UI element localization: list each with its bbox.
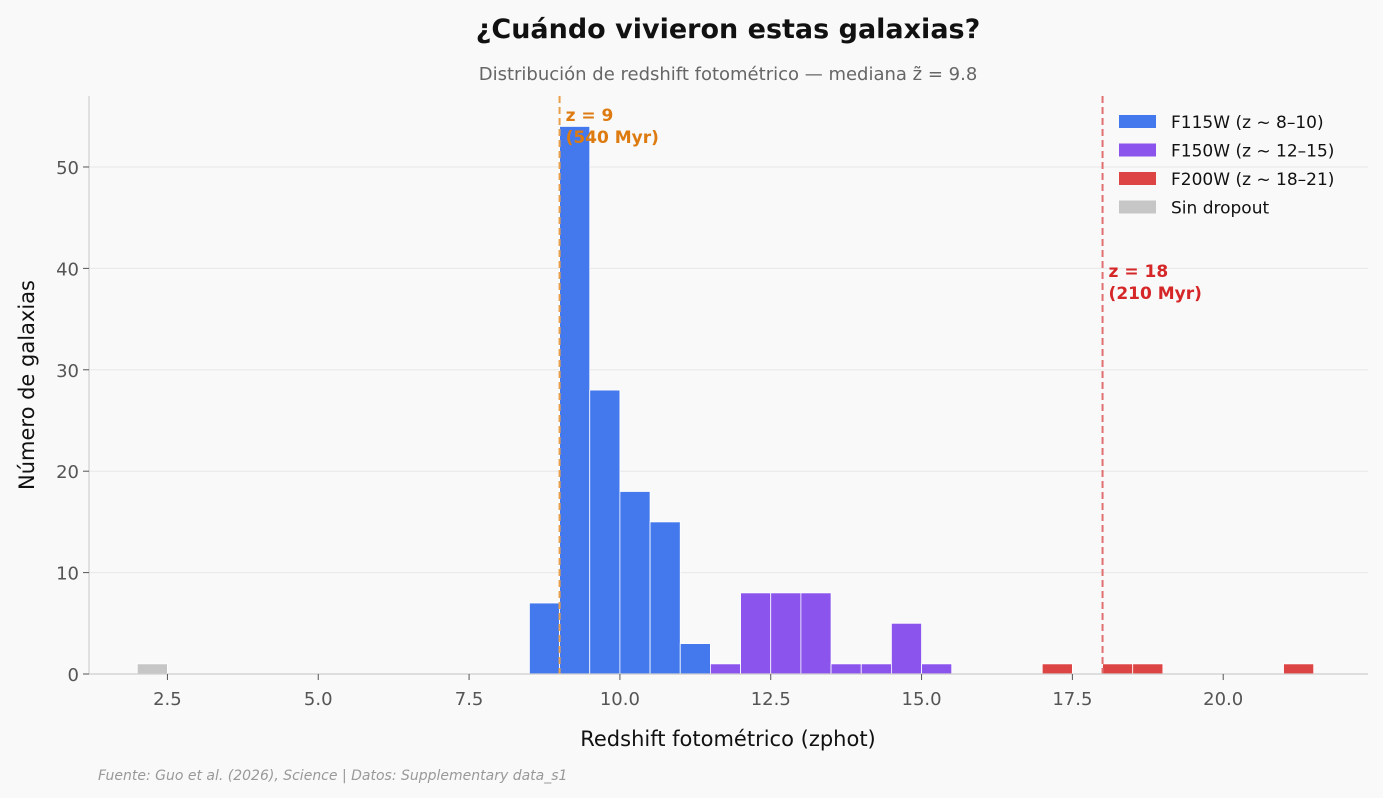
histogram-bar xyxy=(890,622,922,675)
reference-line-label: z = 18 xyxy=(1109,262,1169,282)
histogram-bar xyxy=(1102,663,1134,675)
reference-line-label: z = 9 xyxy=(566,106,614,126)
y-tick-label: 30 xyxy=(56,361,79,382)
histogram-bar xyxy=(770,592,802,675)
histogram-bar xyxy=(529,602,560,675)
grid-lines xyxy=(89,166,1368,574)
legend-label: F150W (z ~ 12–15) xyxy=(1171,142,1334,162)
histogram-bar xyxy=(800,592,832,675)
reference-line-sublabel: (210 Myr) xyxy=(1109,284,1202,304)
histogram-bar xyxy=(589,389,621,675)
histogram-bar xyxy=(649,521,681,675)
histogram-bar xyxy=(619,491,651,675)
y-tick-label: 10 xyxy=(56,564,79,585)
y-tick-label: 40 xyxy=(56,259,79,280)
histogram-bar xyxy=(559,126,591,675)
x-axis-ticks: 2.5 5.0 7.5 10.0 12.5 15.0 17.5 20.0 xyxy=(153,674,1243,710)
legend-label: F200W (z ~ 18–21) xyxy=(1171,170,1334,190)
x-tick-label: 12.5 xyxy=(751,689,791,710)
x-tick-label: 17.5 xyxy=(1052,689,1092,710)
chart-title: ¿Cuándo vivieron estas galaxias? xyxy=(476,14,981,45)
histogram-bars xyxy=(136,126,1315,675)
x-tick-label: 5.0 xyxy=(304,689,333,710)
y-axis-ticks: 0 10 20 30 40 50 xyxy=(56,158,89,686)
legend-swatch xyxy=(1119,115,1156,128)
histogram-bar xyxy=(1132,663,1164,675)
legend-swatch xyxy=(1119,172,1156,185)
histogram-bar xyxy=(710,663,741,675)
histogram-bar xyxy=(1283,663,1315,675)
legend-label: F115W (z ~ 8–10) xyxy=(1171,113,1324,133)
source-footnote: Fuente: Guo et al. (2026), Science | Dat… xyxy=(98,768,567,784)
reference-lines: z = 9(540 Myr) z = 18(210 Myr) xyxy=(558,96,1202,674)
x-tick-label: 10.0 xyxy=(600,689,640,710)
histogram-bar xyxy=(740,592,772,675)
y-tick-label: 50 xyxy=(56,158,79,179)
y-axis-label: Número de galaxias xyxy=(15,280,39,490)
x-tick-label: 15.0 xyxy=(902,689,942,710)
reference-line-sublabel: (540 Myr) xyxy=(566,128,659,148)
histogram-bar xyxy=(860,663,892,675)
legend-swatch xyxy=(1119,143,1156,157)
histogram-bar xyxy=(679,643,711,675)
x-tick-label: 20.0 xyxy=(1203,689,1243,710)
histogram-bar xyxy=(136,663,168,675)
y-tick-label: 0 xyxy=(68,665,79,686)
chart-subtitle: Distribución de redshift fotométrico — m… xyxy=(479,64,978,85)
histogram-bar xyxy=(830,663,862,675)
legend-swatch xyxy=(1119,200,1156,214)
legend: F115W (z ~ 8–10) F150W (z ~ 12–15) F200W (… xyxy=(1119,113,1334,219)
x-axis-label: Redshift fotométrico (zphot) xyxy=(580,727,876,751)
y-tick-label: 20 xyxy=(56,462,79,483)
x-tick-label: 2.5 xyxy=(153,689,182,710)
histogram-bar xyxy=(921,663,953,675)
histogram-bar xyxy=(1041,663,1073,675)
x-tick-label: 7.5 xyxy=(455,689,484,710)
legend-label: Sin dropout xyxy=(1171,199,1269,219)
